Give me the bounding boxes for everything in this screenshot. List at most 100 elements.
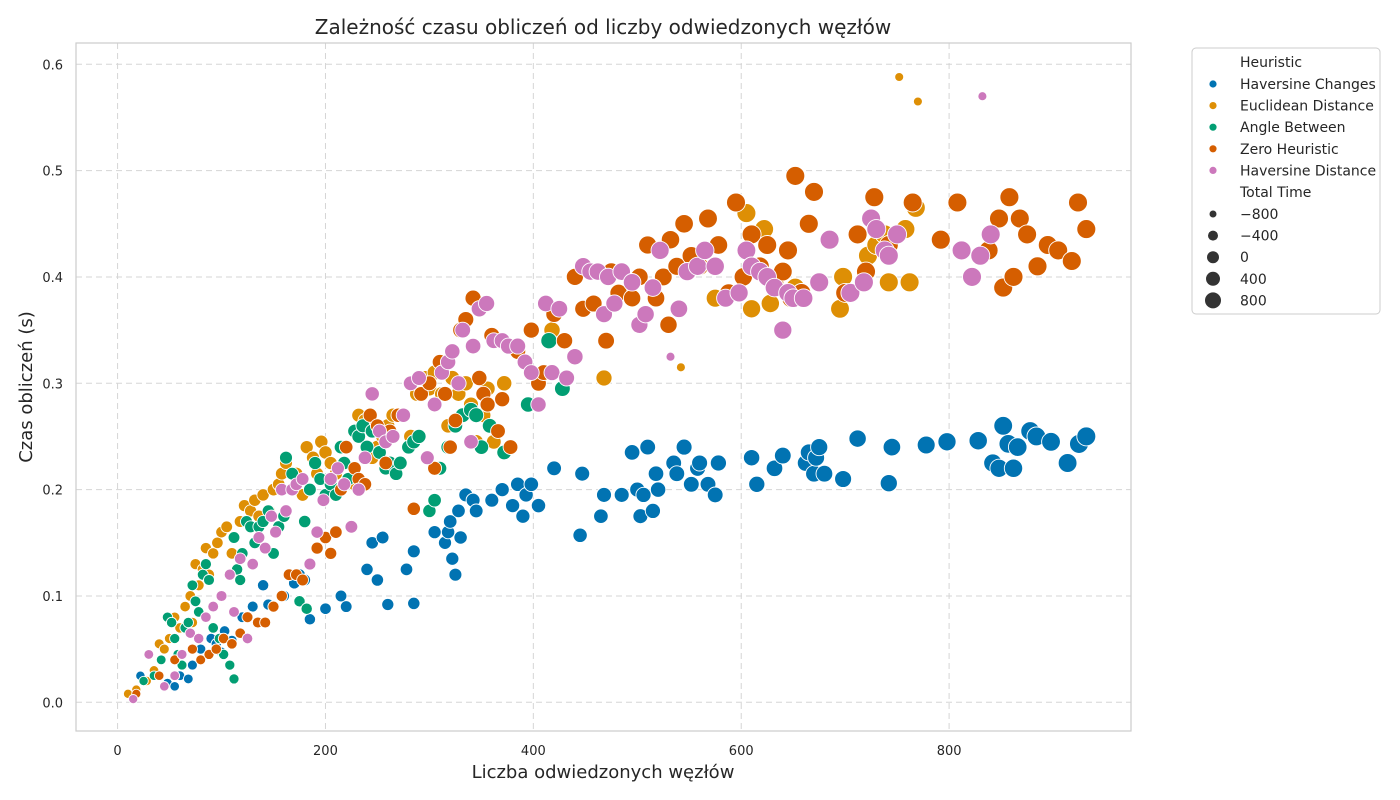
point-haversine-distance	[357, 450, 373, 465]
point-haversine-changes	[574, 465, 591, 482]
point-haversine-changes	[381, 597, 395, 612]
point-angle-between	[138, 675, 149, 687]
point-zero-heuristic	[217, 632, 230, 645]
point-haversine-distance	[977, 91, 988, 102]
point-zero-heuristic	[259, 616, 272, 629]
point-haversine-distance	[330, 461, 345, 476]
point-angle-between	[203, 574, 215, 586]
point-zero-heuristic	[153, 670, 165, 681]
legend-size-entries: −800 −400 0 400 800	[1205, 207, 1278, 309]
point-haversine-changes	[644, 502, 661, 519]
point-haversine-distance	[840, 282, 861, 303]
point-zero-heuristic	[324, 546, 338, 560]
point-zero-heuristic	[226, 638, 238, 650]
point-haversine-changes	[709, 454, 727, 472]
point-zero-heuristic	[1003, 266, 1024, 287]
point-euclidean-distance	[742, 299, 762, 319]
point-haversine-changes	[319, 602, 332, 615]
point-haversine-distance	[184, 627, 196, 639]
legend-series-label: Euclidean Distance	[1240, 99, 1374, 115]
legend-hue-title: Heuristic	[1240, 55, 1302, 71]
point-haversine-distance	[241, 632, 254, 645]
legend-series-label: Zero Heuristic	[1240, 142, 1339, 158]
point-zero-heuristic	[169, 654, 181, 666]
point-haversine-changes	[937, 432, 957, 452]
point-haversine-distance	[264, 509, 278, 523]
point-haversine-distance	[530, 396, 547, 413]
point-zero-heuristic	[267, 600, 280, 613]
point-haversine-changes	[682, 475, 700, 493]
point-haversine-changes	[1076, 426, 1097, 447]
point-zero-heuristic	[427, 460, 443, 476]
point-angle-between	[303, 482, 317, 497]
point-haversine-changes	[706, 486, 724, 504]
point-haversine-changes	[596, 486, 612, 503]
point-angle-between	[228, 673, 240, 685]
point-zero-heuristic	[555, 332, 574, 350]
point-zero-heuristic	[479, 396, 496, 413]
point-haversine-distance	[566, 348, 584, 366]
point-haversine-distance	[543, 364, 561, 382]
point-haversine-distance	[705, 256, 725, 276]
point-haversine-distance	[636, 305, 655, 324]
point-haversine-distance	[980, 224, 1001, 245]
chart-title: Zależność czasu obliczeń od liczby odwie…	[315, 15, 891, 39]
point-zero-heuristic	[406, 501, 421, 516]
legend-size-marker	[1206, 271, 1220, 286]
point-haversine-distance	[223, 568, 236, 581]
point-haversine-changes	[882, 437, 902, 457]
x-tick-label: 400	[521, 744, 546, 759]
legend-series-label: Haversine Distance	[1240, 163, 1376, 179]
point-haversine-changes	[523, 476, 540, 493]
point-euclidean-distance	[158, 643, 170, 655]
point-haversine-distance	[310, 525, 324, 539]
point-haversine-changes	[515, 508, 531, 524]
point-haversine-changes	[675, 438, 693, 456]
x-tick-label: 600	[729, 744, 754, 759]
point-haversine-changes	[1057, 453, 1078, 473]
point-haversine-distance	[962, 266, 982, 287]
point-haversine-distance	[426, 396, 443, 413]
point-haversine-distance	[279, 504, 293, 518]
point-haversine-distance	[159, 681, 170, 692]
legend-size-marker	[1207, 251, 1219, 264]
point-haversine-distance	[450, 375, 467, 392]
point-zero-heuristic	[1068, 192, 1088, 213]
legend-size-label: 800	[1240, 293, 1267, 309]
point-zero-heuristic	[296, 573, 309, 587]
point-haversine-changes	[879, 474, 898, 493]
legend-size-label: 400	[1240, 272, 1267, 288]
legend-hue-entries: Haversine Changes Euclidean Distance Angle…	[1208, 77, 1376, 179]
point-zero-heuristic	[1027, 256, 1048, 277]
x-tick-label: 200	[313, 744, 338, 759]
point-zero-heuristic	[502, 439, 519, 455]
point-haversine-distance	[665, 351, 676, 362]
point-haversine-distance	[269, 525, 283, 539]
point-haversine-distance	[143, 649, 155, 660]
legend-marker	[1208, 79, 1218, 89]
point-haversine-distance	[176, 648, 188, 660]
point-haversine-distance	[622, 273, 642, 292]
point-haversine-changes	[546, 460, 562, 477]
point-angle-between	[279, 450, 293, 465]
point-haversine-distance	[303, 557, 317, 571]
y-tick-label: 0.6	[42, 58, 63, 73]
point-haversine-changes	[246, 600, 259, 613]
legend-marker	[1208, 101, 1218, 110]
point-haversine-distance	[395, 407, 412, 423]
point-haversine-changes	[639, 438, 657, 456]
x-tick-label: 0	[113, 744, 121, 759]
point-haversine-changes	[399, 562, 414, 577]
y-tick-label: 0.1	[42, 590, 63, 605]
point-haversine-distance	[951, 240, 972, 261]
point-haversine-changes	[916, 435, 936, 455]
point-angle-between	[155, 654, 167, 666]
y-tick-label: 0.4	[42, 271, 63, 286]
point-zero-heuristic	[241, 611, 254, 624]
point-haversine-distance	[809, 272, 830, 293]
legend: Heuristic Haversine Changes Euclidean Dis…	[1191, 47, 1381, 315]
point-haversine-distance	[463, 434, 479, 450]
point-haversine-changes	[339, 600, 353, 613]
point-haversine-distance	[793, 288, 814, 308]
point-angle-between	[224, 659, 236, 671]
